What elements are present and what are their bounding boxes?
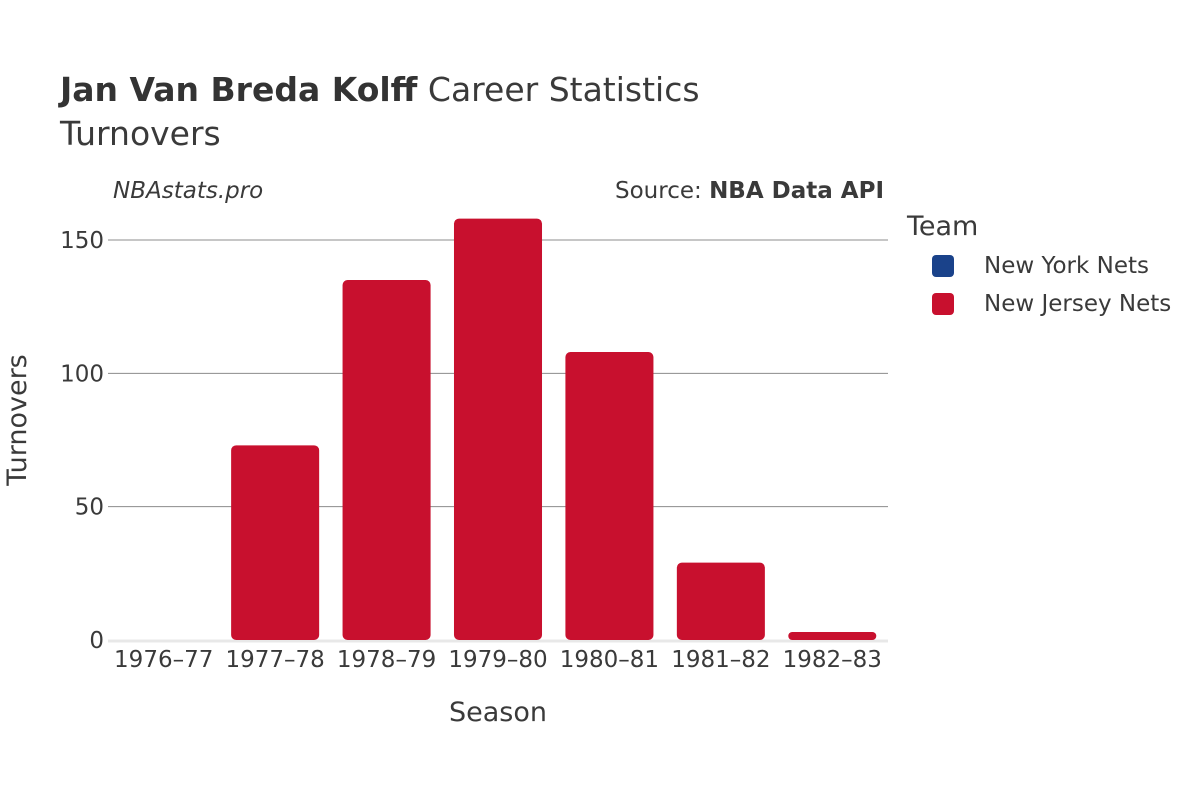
source-credit: Source: NBA Data API bbox=[615, 178, 884, 204]
bars bbox=[231, 218, 877, 640]
legend-label: New York Nets bbox=[984, 253, 1149, 279]
x-tick-label: 1982–83 bbox=[783, 647, 882, 673]
y-tick-label: 100 bbox=[60, 361, 104, 387]
legend-item-new-york-nets[interactable]: New York Nets bbox=[932, 253, 1149, 279]
bar-new-jersey-nets-5[interactable] bbox=[676, 562, 765, 640]
legend-title: Team bbox=[907, 211, 979, 242]
chart-subtitle: Turnovers bbox=[60, 114, 221, 153]
watermark: NBAstats.pro bbox=[113, 178, 264, 204]
source-prefix: Source: bbox=[615, 178, 710, 204]
player-name: Jan Van Breda Kolff bbox=[60, 70, 418, 109]
x-tick-label: 1981–82 bbox=[671, 647, 770, 673]
legend-swatch-new-jersey-nets bbox=[932, 293, 954, 315]
y-tick-label: 50 bbox=[75, 495, 104, 521]
x-tick-label: 1979–80 bbox=[448, 647, 547, 673]
legend-item-new-jersey-nets[interactable]: New Jersey Nets bbox=[932, 291, 1171, 317]
y-axis-title: Turnovers bbox=[2, 354, 33, 487]
legend-label: New Jersey Nets bbox=[984, 291, 1172, 317]
chart-title: Jan Van Breda Kolff Career Statistics Tu… bbox=[60, 68, 700, 156]
title-suffix: Career Statistics bbox=[427, 70, 700, 109]
legend-swatch-new-york-nets bbox=[932, 255, 954, 277]
y-tick-label: 0 bbox=[89, 628, 104, 654]
x-tick-label: 1977–78 bbox=[225, 647, 324, 673]
x-tick-label: 1976–77 bbox=[114, 647, 213, 673]
x-tick-label: 1978–79 bbox=[337, 647, 436, 673]
bar-new-jersey-nets-3[interactable] bbox=[453, 218, 543, 640]
bar-new-jersey-nets-2[interactable] bbox=[342, 280, 431, 640]
x-tick-label: 1980–81 bbox=[560, 647, 659, 673]
source-name: NBA Data API bbox=[709, 178, 884, 204]
x-tick-labels: 1976–77 1977–78 1978–79 1979–80 1980–81 1981–… bbox=[114, 647, 882, 673]
bar-new-jersey-nets-1[interactable] bbox=[231, 445, 320, 640]
y-tick-label: 150 bbox=[60, 228, 104, 254]
x-axis-title: Season bbox=[449, 697, 547, 728]
bar-new-jersey-nets-4[interactable] bbox=[565, 352, 654, 640]
bar-new-jersey-nets-6[interactable] bbox=[788, 632, 877, 640]
y-tick-labels: 0 50 100 150 bbox=[60, 228, 104, 654]
